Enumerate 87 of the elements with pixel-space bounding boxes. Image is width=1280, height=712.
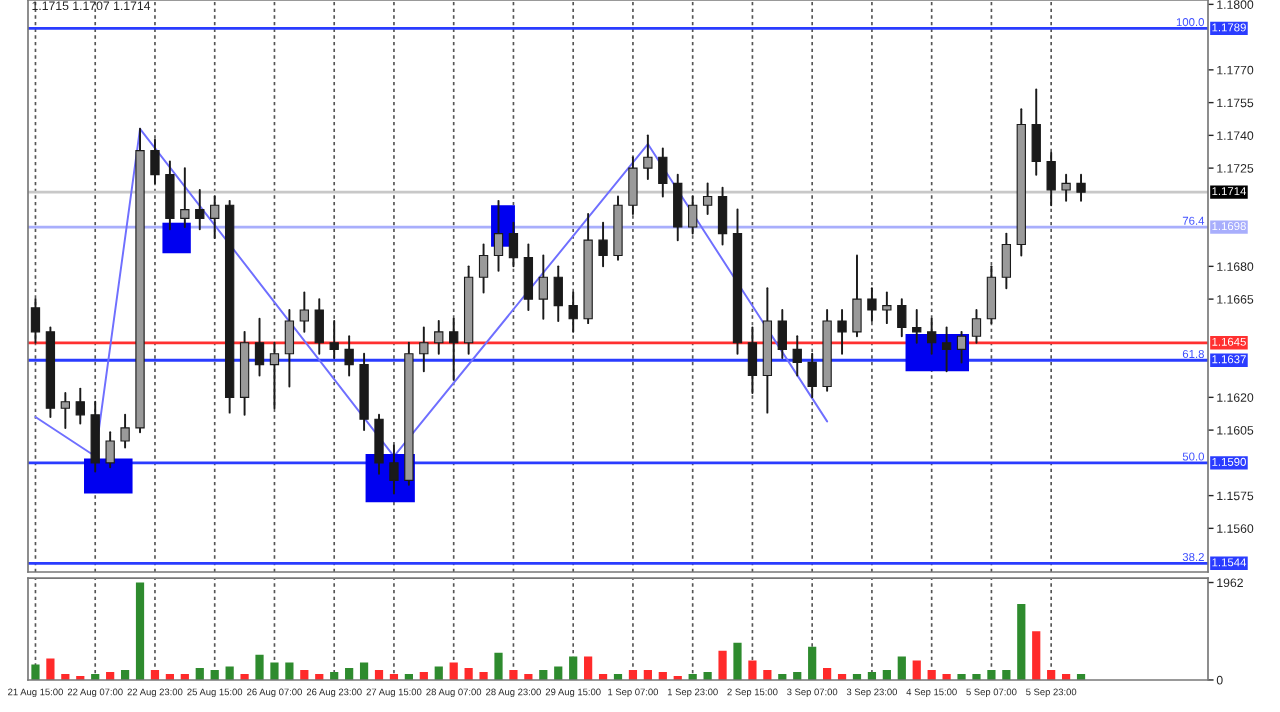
candlestick bbox=[1046, 151, 1056, 207]
candlestick bbox=[897, 298, 907, 338]
candlestick bbox=[702, 182, 713, 215]
candlestick bbox=[120, 413, 130, 449]
candlestick bbox=[598, 221, 608, 268]
candlestick bbox=[807, 352, 817, 399]
bar bbox=[285, 662, 294, 680]
candlestick bbox=[837, 309, 847, 355]
candlestick bbox=[747, 326, 758, 394]
candlestick bbox=[852, 254, 862, 338]
candlestick bbox=[299, 291, 309, 333]
candlestick bbox=[941, 326, 952, 373]
bar bbox=[957, 674, 966, 680]
bar bbox=[912, 660, 921, 680]
candlestick bbox=[792, 335, 802, 377]
candlestick bbox=[374, 413, 384, 475]
candlestick bbox=[493, 199, 504, 272]
candlestick bbox=[180, 167, 190, 229]
candlestick bbox=[195, 188, 205, 231]
bar bbox=[135, 582, 145, 680]
candlestick bbox=[210, 195, 220, 239]
candlestick bbox=[971, 309, 982, 344]
bar bbox=[479, 672, 488, 680]
candlestick bbox=[1076, 173, 1086, 202]
bar bbox=[584, 656, 593, 680]
candlestick bbox=[986, 265, 997, 325]
candlestick bbox=[434, 319, 444, 355]
bar bbox=[46, 658, 55, 680]
bar bbox=[345, 668, 354, 680]
candlestick bbox=[658, 147, 668, 198]
bar bbox=[270, 662, 279, 680]
bar bbox=[464, 668, 473, 680]
bar bbox=[987, 670, 996, 680]
candlestick bbox=[912, 309, 922, 344]
candlestick bbox=[254, 317, 265, 377]
candlestick bbox=[867, 287, 877, 322]
candlestick bbox=[673, 173, 683, 242]
bar bbox=[897, 656, 906, 680]
candlestick bbox=[956, 330, 967, 364]
candlestick bbox=[419, 326, 429, 373]
candlestick bbox=[523, 243, 534, 311]
candlestick bbox=[553, 265, 563, 322]
candlestick bbox=[717, 186, 728, 246]
bar bbox=[255, 654, 264, 680]
candlestick bbox=[329, 319, 339, 360]
candlestick bbox=[777, 309, 787, 360]
candlestick bbox=[269, 341, 280, 410]
candlestick bbox=[30, 298, 41, 344]
candlestick bbox=[284, 309, 295, 388]
bar bbox=[972, 674, 981, 680]
candlestick bbox=[538, 254, 548, 320]
bar bbox=[31, 664, 40, 680]
candlestick bbox=[1001, 232, 1012, 290]
bar bbox=[808, 646, 817, 680]
candlestick bbox=[1061, 173, 1071, 202]
candlestick bbox=[60, 392, 71, 429]
bar bbox=[569, 656, 578, 680]
candlestick bbox=[389, 444, 399, 495]
candlestick bbox=[688, 195, 698, 235]
candlestick bbox=[150, 138, 160, 185]
bar bbox=[195, 668, 204, 680]
bar bbox=[494, 652, 503, 680]
candlestick bbox=[314, 298, 324, 355]
bar bbox=[1032, 631, 1041, 680]
candlestick bbox=[1031, 88, 1041, 176]
bar bbox=[748, 660, 757, 680]
bar bbox=[240, 674, 249, 680]
bar bbox=[718, 650, 727, 680]
bar bbox=[449, 662, 458, 680]
candlestick bbox=[449, 317, 459, 381]
candlestick bbox=[165, 160, 175, 231]
bar bbox=[359, 662, 369, 680]
candlestick bbox=[508, 221, 519, 268]
bar bbox=[733, 642, 742, 680]
bar bbox=[1017, 603, 1026, 680]
bar bbox=[509, 670, 518, 680]
bar bbox=[823, 668, 832, 680]
candlestick bbox=[927, 317, 937, 355]
candlestick bbox=[75, 387, 85, 425]
candlestick bbox=[478, 243, 489, 294]
candlestick bbox=[344, 335, 354, 377]
candlestick bbox=[643, 134, 653, 180]
candlestick bbox=[568, 291, 578, 333]
line-series bbox=[34, 127, 829, 458]
candlestick bbox=[628, 156, 638, 215]
candlestick bbox=[882, 291, 892, 325]
candlestick bbox=[105, 431, 115, 469]
